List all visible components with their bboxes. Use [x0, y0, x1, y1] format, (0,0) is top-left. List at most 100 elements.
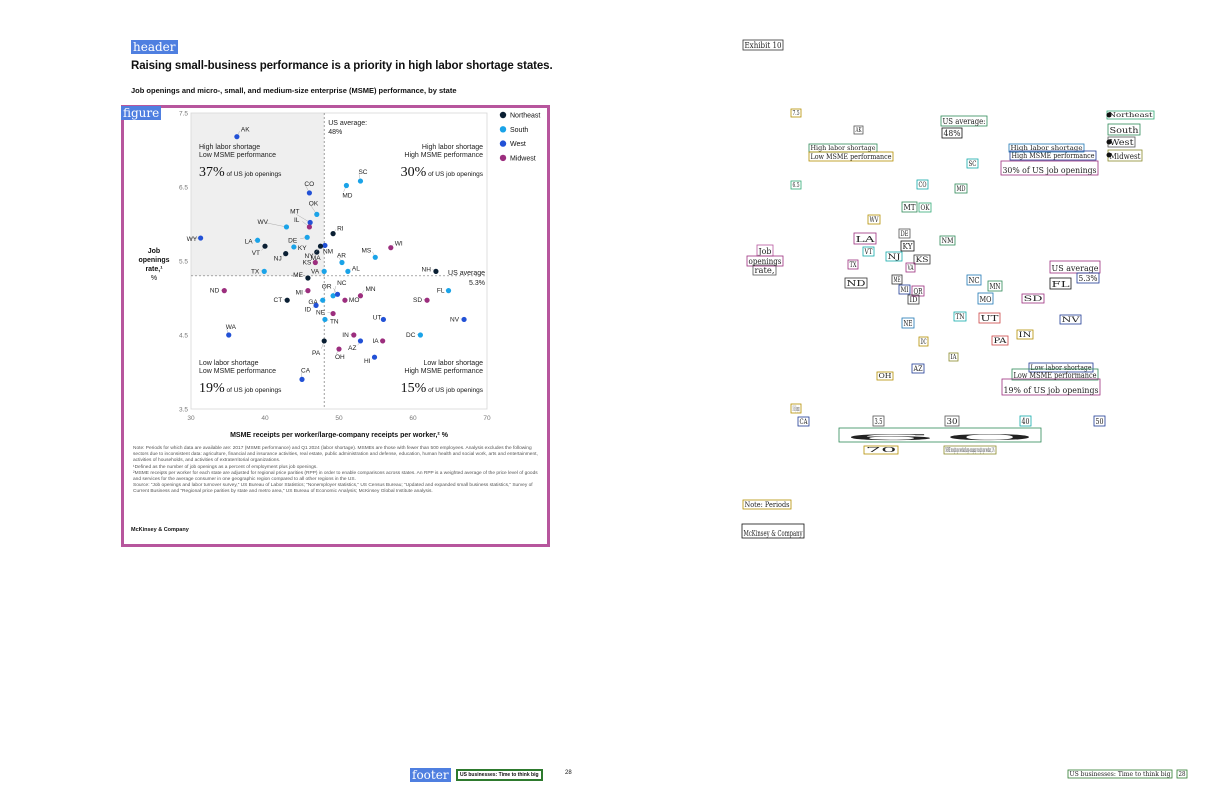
point-ny: [317, 243, 324, 249]
layout-box-label: 28: [1179, 771, 1186, 778]
layout-box-label: West: [1110, 138, 1135, 147]
layout-box: [862, 246, 875, 257]
point-label-wy: WY: [187, 236, 198, 243]
footer-tag: footer: [410, 768, 451, 782]
layout-box-label: 19% of US job openings: [1004, 386, 1099, 395]
point-label-ma: MA: [311, 255, 321, 262]
layout-box: [939, 235, 956, 246]
layout-box-label: TX: [850, 261, 857, 269]
layout-box-label: MN: [990, 282, 1001, 291]
layout-box-label: 40: [1022, 417, 1030, 426]
point-mt: [307, 219, 313, 226]
layout-box: [808, 151, 894, 162]
point-label-nm: NM: [323, 248, 333, 255]
point-label-ga: GA: [308, 299, 318, 306]
note-footnote-2: ²MSME receipts per worker for each state…: [133, 470, 538, 483]
point-label-ny: NY: [304, 253, 314, 260]
x-average-label: 48%: [328, 129, 342, 136]
point-ks: [312, 259, 318, 266]
layout-box-label: MO: [980, 295, 992, 304]
layout-box-label: OK: [921, 204, 931, 212]
legend-swatch: [499, 126, 507, 133]
point-hi: [371, 354, 378, 360]
note-footnote-1: ¹Defined as the number of job openings a…: [133, 464, 318, 470]
layout-box-label: 70: [866, 447, 898, 454]
layout-box-label: Exhibit 10: [745, 41, 782, 50]
point-label-mi: MI: [296, 290, 303, 297]
point-vt: [262, 243, 268, 249]
layout-box: [867, 214, 881, 225]
layout-box-label: openings: [749, 257, 782, 266]
point-label-tx: TX: [251, 268, 260, 275]
point-nm: [322, 242, 328, 249]
page-number: 28: [565, 770, 572, 776]
layout-box-label: NC: [969, 276, 980, 285]
point-tn: [322, 316, 328, 323]
quadrant-label: Low MSME performance: [199, 368, 276, 375]
brand-name: McKinsey & Company: [131, 527, 189, 533]
x-tick-label: 70: [483, 415, 491, 422]
layout-box-label: IA: [951, 354, 958, 361]
point-label-me: ME: [293, 272, 303, 279]
legend-swatch: [499, 140, 507, 147]
layout-box: [991, 335, 1009, 346]
point-ar: [339, 259, 345, 266]
point-label-ri: RI: [337, 226, 344, 233]
quadrant-share-value: 30%: [401, 165, 427, 180]
quadrant-share-suffix: of US job openings: [225, 171, 282, 178]
point-label-va: VA: [311, 268, 320, 275]
quadrant-share-suffix: of US job openings: [225, 387, 282, 394]
layout-box: [1049, 260, 1101, 274]
x-average-label: US average:: [328, 120, 367, 127]
figure-frame: [121, 105, 550, 547]
point-label-de: DE: [288, 237, 298, 244]
point-label-mo: MO: [349, 297, 359, 304]
layout-box: [790, 108, 802, 118]
y-tick-label: 5.5: [179, 259, 188, 266]
y-tick-label: 6.5: [179, 185, 188, 192]
layout-box-label: Low labor shortage: [1031, 364, 1092, 372]
layout-box: [1001, 378, 1101, 396]
point-label-ak: AK: [241, 127, 250, 134]
point-label-hi: HI: [364, 358, 371, 365]
layout-box: [941, 127, 963, 139]
layout-box-label: CO: [919, 181, 927, 189]
x-tick-label: 30: [187, 415, 195, 422]
layout-box-label: Low MSME performance: [811, 153, 892, 161]
layout-box: [918, 336, 929, 347]
layout-box-label: McKinsey & Company: [744, 529, 803, 538]
layout-box: [891, 274, 903, 285]
layout-box: [1076, 272, 1100, 284]
layout-box: [790, 403, 802, 414]
layout-box: [844, 277, 868, 289]
layout-box: [901, 317, 915, 329]
layout-box-label: 6.5: [793, 182, 800, 189]
layout-legend-dot: [1106, 152, 1112, 158]
layout-box: [978, 312, 1001, 324]
layout-box-label: 5.3%: [1079, 274, 1098, 283]
point-az: [357, 338, 364, 344]
layout-box-label: NV: [1062, 316, 1082, 324]
plot-border: [190, 112, 488, 410]
quadrant-shade: [191, 113, 325, 276]
point-id: [313, 302, 319, 308]
layout-box-label: ND: [847, 279, 866, 288]
quadrant-share-suffix: of US job openings: [426, 171, 483, 178]
point-label-ok: OK: [309, 200, 319, 207]
layout-box: [900, 240, 915, 252]
point-ct: [284, 297, 290, 303]
point-ut: [380, 316, 386, 323]
point-ia: [380, 338, 386, 344]
point-label-or: OR: [322, 283, 332, 290]
point-label-in: IN: [342, 332, 349, 339]
layout-box-label: Job: [758, 247, 772, 256]
layout-box: [940, 115, 988, 127]
layout-box: [1021, 293, 1045, 304]
point-label-sc: SC: [358, 169, 367, 176]
layout-box: [1019, 415, 1032, 427]
point-label-id: ID: [305, 306, 312, 313]
layout-box: [1067, 769, 1173, 779]
y-axis-label: openings: [138, 257, 169, 264]
layout-box: [918, 202, 932, 213]
point-label-la: LA: [245, 238, 254, 245]
